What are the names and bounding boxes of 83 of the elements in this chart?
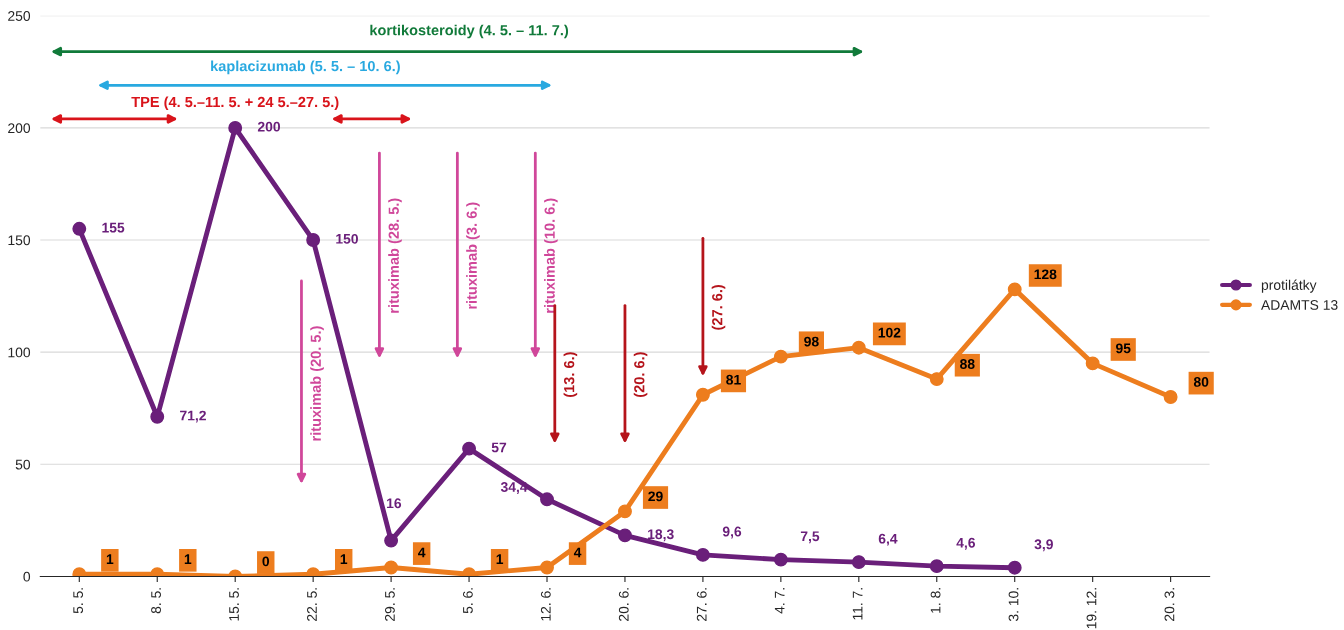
x-tick-label: 12. 6. (540, 588, 551, 621)
data-label: 4 (573, 547, 582, 558)
data-label: 81 (726, 374, 741, 385)
data-label: 1 (106, 554, 114, 564)
x-tick-label: 1. 8. (930, 588, 941, 613)
annotation: TPE (4. 5.–11. 5. + 24 5.–27. 5.) (131, 96, 339, 111)
x-tick-label: 5. 6. (462, 588, 473, 614)
y-tick-label: 100 (8, 347, 31, 358)
y-tick-label: 150 (8, 235, 31, 246)
x-tick-label: 20. 6. (618, 588, 629, 621)
x-tick-label: 4. 7. (774, 588, 785, 614)
annotation: (20. 6.) (633, 352, 648, 397)
data-label: 29 (648, 491, 663, 502)
point (773, 349, 788, 364)
y-tick-label: 200 (8, 123, 31, 134)
annotation: rituximab (20. 5.) (310, 326, 324, 441)
point (773, 552, 788, 567)
data-label: 1 (184, 554, 192, 564)
point (540, 560, 554, 575)
point (929, 559, 944, 574)
data-label: 88 (960, 359, 975, 369)
annotation: (13. 6.) (563, 352, 578, 397)
data-label: 0 (262, 556, 270, 567)
legend-label: ADAMTS 13 (1261, 300, 1338, 310)
x-tick-label: 8. 5. (151, 588, 161, 614)
point (695, 547, 710, 562)
point (1007, 560, 1022, 575)
data-label: 155 (102, 222, 125, 233)
point (306, 233, 321, 247)
data-label: 16 (387, 498, 402, 509)
x-tick-label: 11. 7. (852, 588, 863, 620)
legend-label: protilátky (1261, 279, 1317, 293)
point (1163, 390, 1178, 404)
data-label: 98 (804, 336, 819, 347)
data-label: 80 (1193, 377, 1209, 387)
point (695, 387, 710, 402)
annotation: rituximab (28. 5.) (388, 198, 402, 313)
data-label: 128 (1034, 269, 1057, 280)
data-label: 57 (491, 442, 507, 453)
point (150, 409, 165, 424)
point (1085, 356, 1100, 371)
point (462, 441, 477, 456)
x-tick-label: 29. 5. (385, 588, 395, 621)
data-label: 7,5 (800, 531, 820, 544)
y-tick-label: 250 (8, 11, 31, 21)
data-label: 18,3 (648, 529, 674, 542)
annotation: kortikosteroidy (4. 5. – 11. 7.) (370, 24, 569, 39)
data-label: 200 (257, 121, 281, 132)
point (384, 533, 399, 548)
x-tick-label: 15. 5. (229, 588, 239, 621)
x-tick-label: 20. 3. (1164, 588, 1175, 621)
data-label: 150 (336, 233, 358, 244)
y-tick-label: 50 (15, 459, 31, 470)
data-label: 1 (496, 554, 504, 564)
annotation: (27. 6.) (711, 284, 726, 330)
point (929, 372, 944, 387)
point (384, 560, 399, 575)
point (72, 221, 87, 236)
annotation: kaplacizumab (5. 5. – 10. 6.) (211, 60, 400, 75)
data-label: 95 (1115, 343, 1131, 354)
point (228, 120, 243, 135)
x-tick-label: 27. 6. (696, 588, 707, 621)
annotation: rituximab (10. 6.) (544, 198, 558, 313)
x-tick-label: 3. 10. (1008, 588, 1019, 622)
point (540, 492, 554, 507)
point (618, 528, 632, 543)
data-label: 4 (418, 547, 426, 558)
x-tick-label: 19. 12. (1086, 588, 1097, 629)
data-label: 102 (878, 327, 901, 338)
data-label: 9,6 (722, 526, 742, 539)
x-tick-label: 5. 5. (73, 588, 84, 614)
x-tick-label: 22. 5. (307, 588, 317, 621)
annotation: rituximab (3. 6.) (466, 202, 480, 309)
point (1007, 282, 1022, 297)
y-tick-label: 0 (23, 571, 31, 582)
data-label: 1 (340, 554, 348, 564)
data-label: 4,6 (956, 537, 976, 550)
point (618, 504, 632, 519)
point (851, 555, 866, 570)
data-label: 71,2 (180, 410, 206, 423)
point (851, 340, 866, 355)
data-label: 3,9 (1034, 539, 1053, 552)
data-label: 6,4 (878, 533, 898, 546)
